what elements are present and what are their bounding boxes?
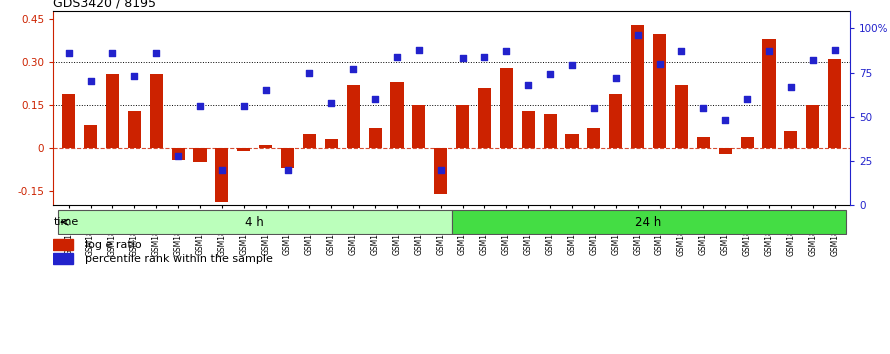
Text: log e ratio: log e ratio [85, 240, 142, 250]
Bar [238, 148, 250, 151]
Point [565, 63, 579, 68]
Point [84, 79, 98, 84]
Point [522, 82, 536, 88]
Point [368, 96, 382, 102]
Bar [451, 210, 846, 234]
Point [587, 105, 601, 111]
Text: 4 h: 4 h [246, 216, 264, 229]
Point [740, 96, 754, 102]
Bar [193, 148, 206, 162]
Bar [346, 85, 360, 148]
Point [150, 50, 164, 56]
Point [346, 66, 360, 72]
Bar [653, 34, 666, 148]
Bar [281, 148, 294, 168]
Bar [128, 111, 141, 148]
Point [696, 105, 710, 111]
Bar [172, 148, 185, 160]
Bar [368, 128, 382, 148]
Point [784, 84, 798, 90]
Bar [500, 68, 513, 148]
Point [718, 118, 732, 123]
Bar [84, 125, 97, 148]
Point [127, 73, 142, 79]
Point [259, 87, 273, 93]
Point [61, 50, 76, 56]
Text: 24 h: 24 h [635, 216, 662, 229]
Bar [522, 111, 535, 148]
Bar [565, 134, 578, 148]
Point [171, 153, 185, 159]
Point [652, 61, 667, 67]
Point [214, 167, 229, 173]
Point [543, 72, 557, 77]
Bar [478, 88, 491, 148]
Point [303, 70, 317, 75]
Point [237, 103, 251, 109]
Bar [303, 134, 316, 148]
Bar [53, 253, 73, 264]
Point [412, 47, 426, 52]
Bar [259, 145, 272, 148]
Bar [434, 148, 448, 194]
Bar [412, 105, 425, 148]
Bar [806, 105, 820, 148]
Point [828, 47, 842, 52]
Bar [544, 114, 557, 148]
Bar [456, 105, 469, 148]
Bar [58, 210, 451, 234]
Bar [697, 137, 710, 148]
Bar [740, 137, 754, 148]
Point [390, 54, 404, 59]
Bar [675, 85, 688, 148]
Text: GDS3420 / 8195: GDS3420 / 8195 [53, 0, 157, 10]
Bar [631, 25, 644, 148]
Bar [215, 148, 229, 202]
Point [499, 48, 514, 54]
Bar [828, 59, 841, 148]
Bar [325, 139, 338, 148]
Point [105, 50, 119, 56]
Point [805, 57, 820, 63]
Point [630, 33, 644, 38]
Point [762, 48, 776, 54]
Bar [610, 94, 622, 148]
Point [675, 48, 689, 54]
Bar [106, 74, 119, 148]
Point [609, 75, 623, 81]
Bar [150, 74, 163, 148]
Bar [62, 94, 76, 148]
Text: percentile rank within the sample: percentile rank within the sample [85, 254, 273, 264]
Bar [784, 131, 797, 148]
Point [280, 167, 295, 173]
Point [456, 56, 470, 61]
Bar [587, 128, 601, 148]
Text: time: time [53, 217, 79, 227]
Point [477, 54, 491, 59]
Point [193, 103, 207, 109]
Bar [763, 39, 775, 148]
Bar [718, 148, 732, 154]
Bar [53, 239, 73, 250]
Bar [391, 82, 403, 148]
Point [324, 100, 338, 105]
Point [433, 167, 448, 173]
